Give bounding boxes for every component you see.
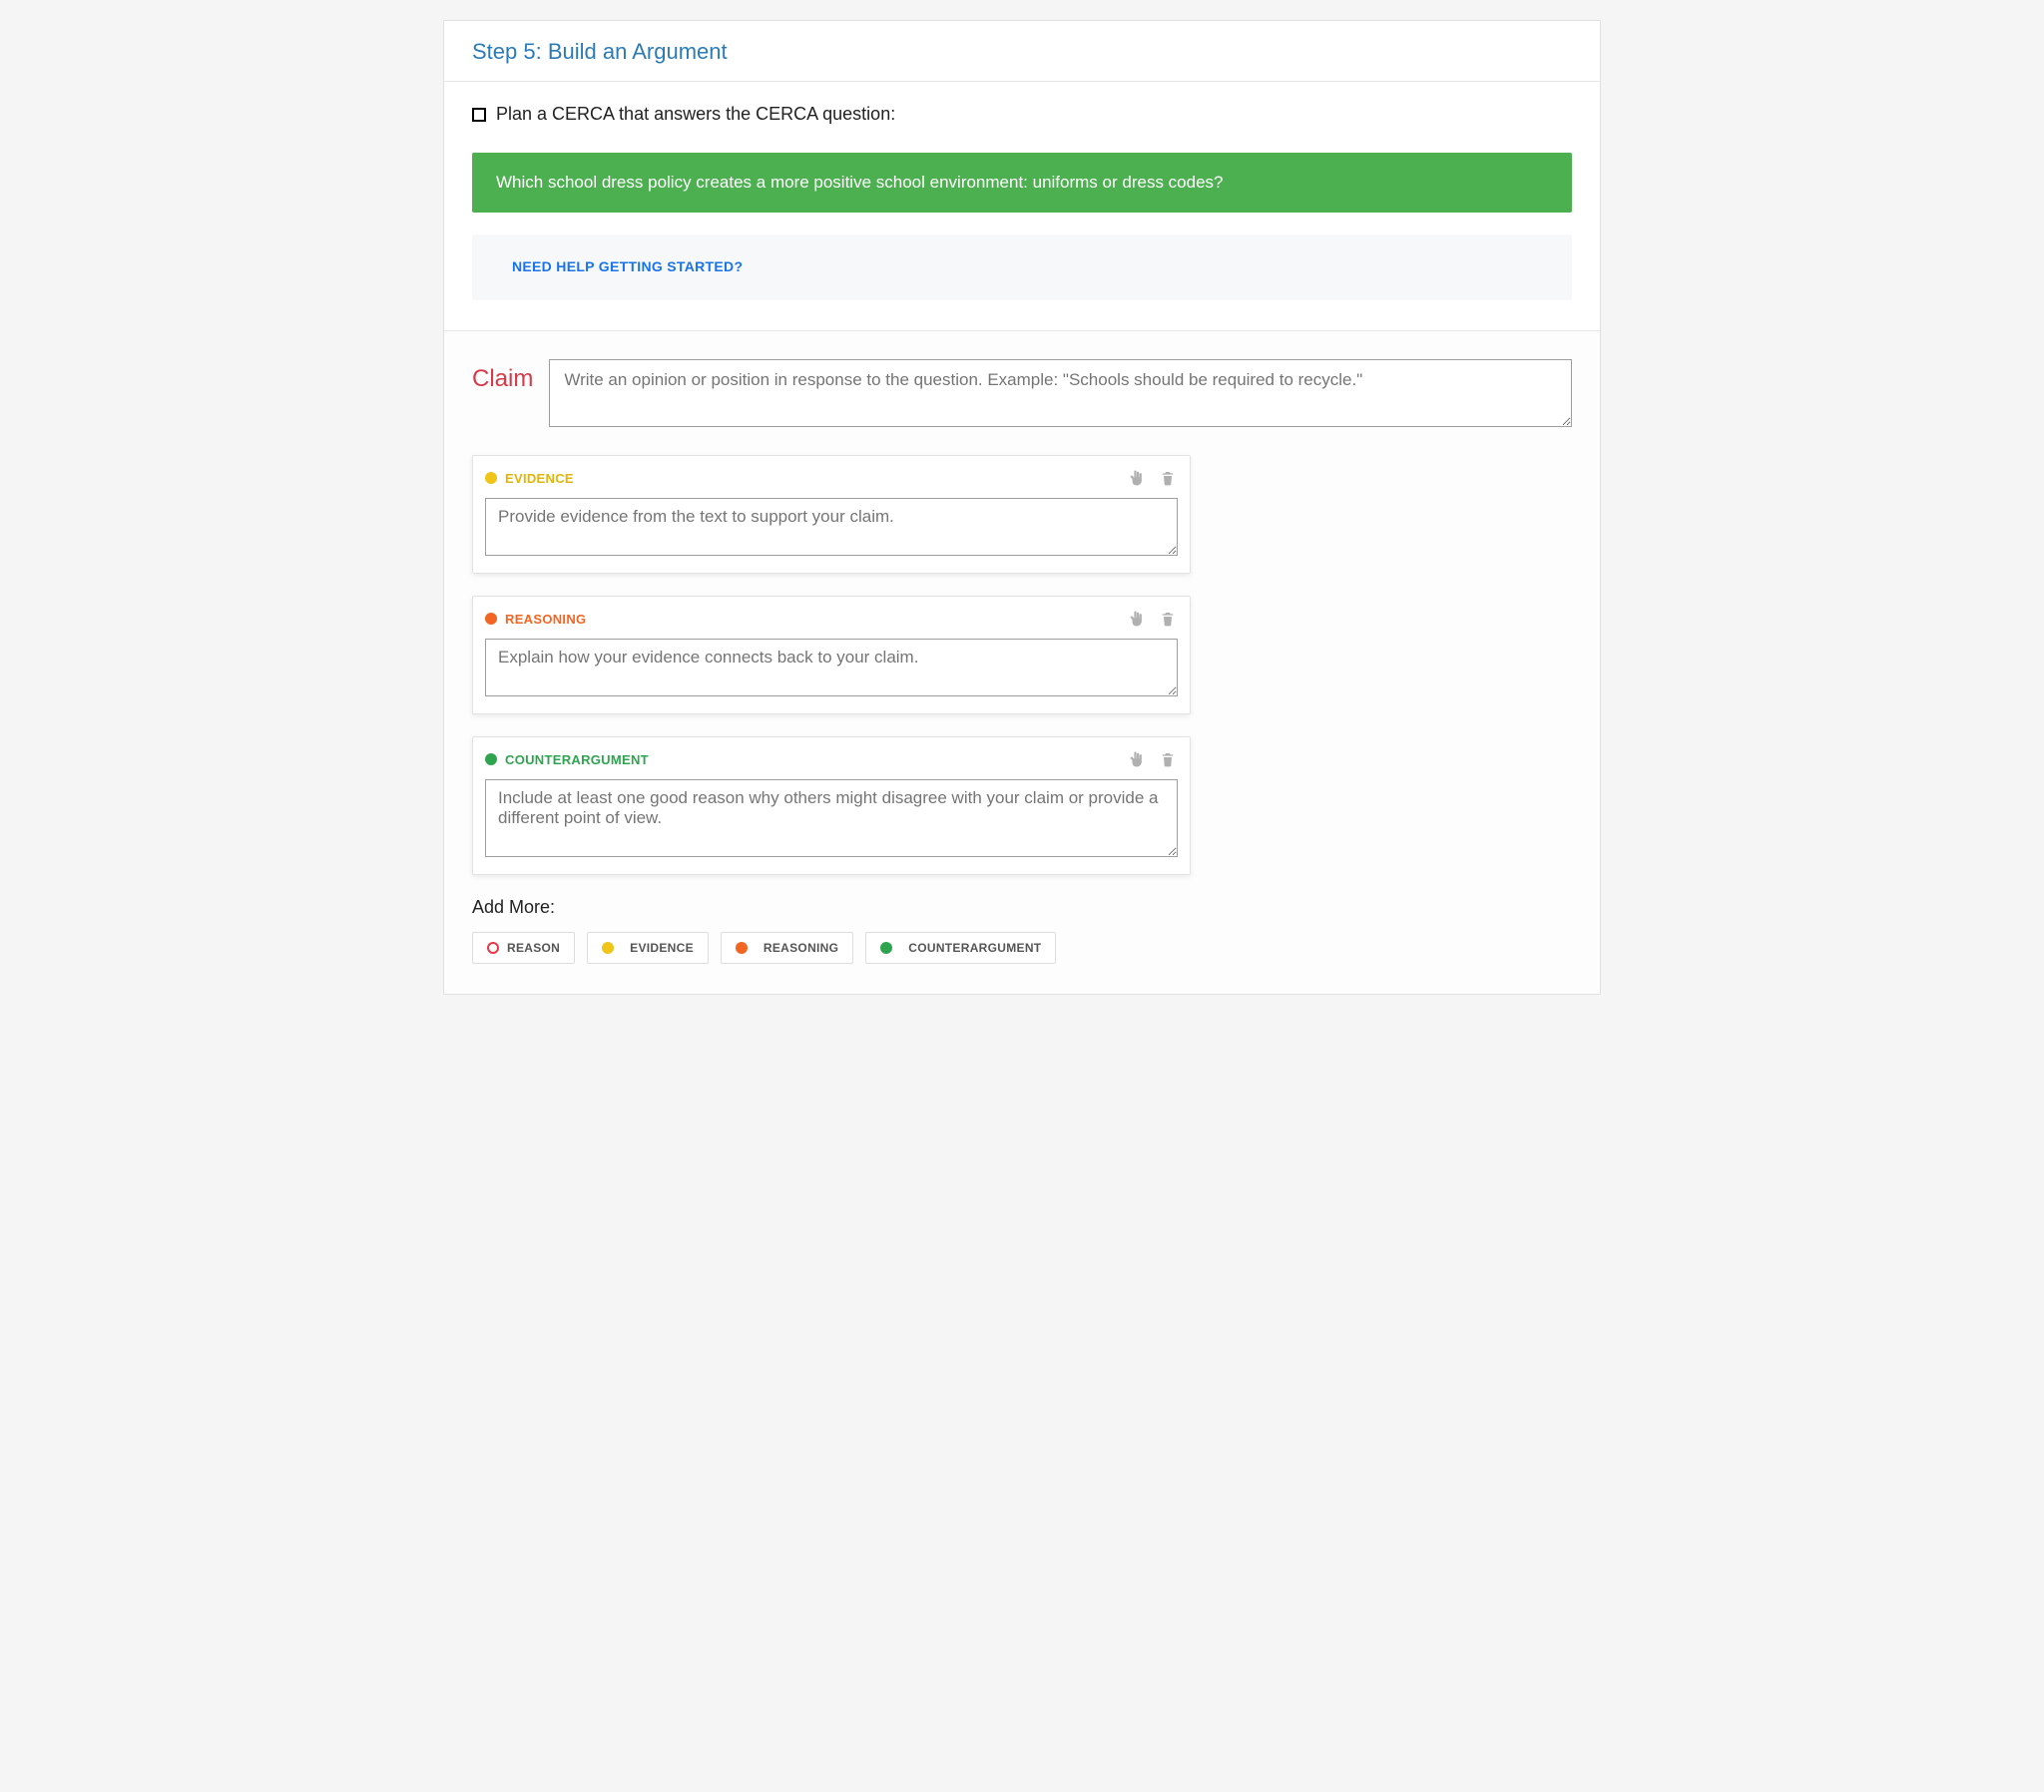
reasoning-dot-icon (736, 942, 748, 954)
trash-icon[interactable] (1158, 607, 1178, 631)
drag-handle-icon[interactable] (1126, 747, 1148, 771)
claim-textarea[interactable] (549, 359, 1572, 427)
plan-instruction-text: Plan a CERCA that answers the CERCA ques… (496, 104, 895, 125)
evidence-textarea[interactable] (485, 498, 1178, 556)
step-title: Step 5: Build an Argument (472, 39, 1572, 65)
add-more-label: Add More: (472, 897, 1572, 918)
plan-section: Plan a CERCA that answers the CERCA ques… (444, 82, 1600, 331)
trash-icon[interactable] (1158, 747, 1178, 771)
evidence-card: EVIDENCE (472, 455, 1191, 574)
checkbox-icon[interactable] (472, 108, 486, 122)
drag-handle-icon[interactable] (1126, 466, 1148, 490)
reasoning-dot-icon (485, 613, 497, 625)
reason-ring-icon (487, 942, 499, 954)
cerca-question-banner: Which school dress policy creates a more… (472, 153, 1572, 213)
claim-label: Claim (472, 359, 533, 393)
add-evidence-label: EVIDENCE (630, 941, 694, 955)
step-header: Step 5: Build an Argument (444, 21, 1600, 82)
evidence-dot-icon (485, 472, 497, 484)
add-more-buttons-row: REASON EVIDENCE REASONING COUNTERARGUMENT (472, 932, 1572, 964)
claim-row: Claim (472, 359, 1572, 427)
counterargument-dot-icon (880, 942, 892, 954)
argument-builder-panel: Step 5: Build an Argument Plan a CERCA t… (443, 20, 1601, 995)
argument-section: Claim EVIDENCE REASONING COUNTERARGUMENT A… (444, 331, 1600, 994)
help-getting-started-link[interactable]: NEED HELP GETTING STARTED? (512, 258, 743, 274)
evidence-dot-icon (602, 942, 614, 954)
counterargument-card-header: COUNTERARGUMENT (485, 747, 1178, 771)
evidence-card-actions (1126, 466, 1178, 490)
reasoning-card-actions (1126, 607, 1178, 631)
reasoning-card-header: REASONING (485, 607, 1178, 631)
help-banner: NEED HELP GETTING STARTED? (472, 234, 1572, 300)
add-counterargument-label: COUNTERARGUMENT (908, 941, 1041, 955)
reasoning-label: REASONING (505, 612, 586, 627)
reasoning-textarea[interactable] (485, 639, 1178, 696)
add-evidence-button[interactable]: EVIDENCE (587, 932, 709, 964)
counterargument-card: COUNTERARGUMENT (472, 736, 1191, 875)
add-reason-button[interactable]: REASON (472, 932, 575, 964)
counterargument-dot-icon (485, 753, 497, 765)
reasoning-card: REASONING (472, 596, 1191, 714)
counterargument-textarea[interactable] (485, 779, 1178, 857)
add-counterargument-button[interactable]: COUNTERARGUMENT (865, 932, 1056, 964)
evidence-label: EVIDENCE (505, 471, 574, 486)
add-reasoning-label: REASONING (764, 941, 838, 955)
evidence-card-header: EVIDENCE (485, 466, 1178, 490)
add-reason-label: REASON (507, 941, 560, 955)
counterargument-card-actions (1126, 747, 1178, 771)
counterargument-label: COUNTERARGUMENT (505, 752, 649, 767)
add-reasoning-button[interactable]: REASONING (721, 932, 853, 964)
trash-icon[interactable] (1158, 466, 1178, 490)
drag-handle-icon[interactable] (1126, 607, 1148, 631)
plan-instruction-row: Plan a CERCA that answers the CERCA ques… (472, 104, 1572, 125)
